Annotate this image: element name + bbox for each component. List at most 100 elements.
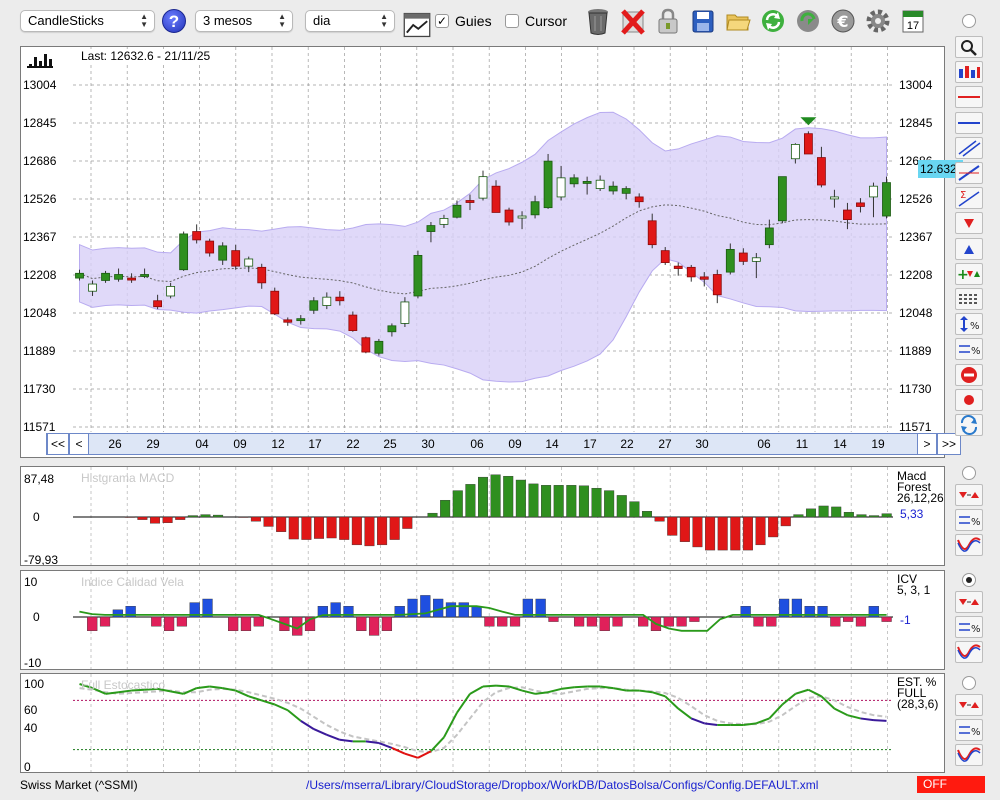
blue-arrow-up-button[interactable] (955, 237, 983, 260)
histogram-bar (137, 516, 148, 520)
stochastic-chart[interactable]: 100 60 40 0 (21, 674, 944, 772)
horizontal-blue-line-button[interactable] (955, 111, 983, 134)
guides-checkbox[interactable]: ✓ (435, 14, 449, 28)
histogram-bar (740, 606, 751, 618)
percent-scale-button[interactable]: % (955, 313, 983, 336)
add-indicator-button[interactable]: + (955, 262, 983, 285)
interval-select[interactable]: dia ▲ ▼ (305, 10, 395, 32)
date-tick-label: 26 (108, 437, 122, 451)
icv-percent-lines-button[interactable]: % (955, 616, 983, 638)
y-tick-label-left: 12208 (23, 268, 57, 282)
swap-button[interactable] (955, 414, 983, 436)
fibonacci-button[interactable]: Σ (955, 187, 983, 210)
stochastic-red-green-arrows-button[interactable] (955, 694, 983, 716)
histogram-bar (654, 516, 665, 522)
candle-body (192, 231, 202, 241)
date-navigation-bar[interactable]: << < 26 29 04 09 12 17 22 25 30 06 09 14 17 22 27 30 06 1… (46, 433, 961, 455)
trendline-button[interactable] (955, 162, 983, 184)
date-tick-label: 22 (346, 437, 360, 451)
record-icon (964, 394, 974, 405)
chart-type-select[interactable]: CandleSticks ▲ ▼ (20, 10, 155, 32)
icv-oscillator-wave-button[interactable] (955, 641, 983, 663)
candle-body (335, 296, 345, 302)
candle-color-button[interactable] (955, 61, 983, 84)
macd-panel[interactable]: 87,48 0 -79,93 Histgrama MACD Macd Forest … (20, 466, 945, 566)
histogram-bar (515, 479, 526, 518)
config-path[interactable]: /Users/mserra/Library/CloudStorage/Dropb… (306, 778, 819, 792)
horizontal-red-line-button[interactable] (955, 86, 983, 109)
macd-percent-lines-button[interactable]: % (955, 509, 983, 531)
nav-prev-button[interactable]: < (69, 434, 89, 454)
grid-lines-button[interactable] (955, 288, 983, 310)
logo-bar (49, 59, 52, 67)
percent-lines-icon: % (959, 623, 981, 635)
macd-histogram[interactable]: 87,48 0 -79,93 (21, 467, 944, 565)
cursor-checkbox[interactable] (505, 14, 519, 28)
trendline-icon (958, 165, 980, 181)
histogram-bar (780, 516, 791, 527)
stochastic-main-segment (79, 683, 93, 690)
open-folder-icon[interactable] (724, 6, 752, 36)
red-arrow-down-button[interactable] (955, 212, 983, 235)
chevron-up-down-icon: ▲ ▼ (278, 12, 286, 29)
histogram-bar (497, 616, 508, 627)
stochastic-main-segment (131, 688, 145, 692)
histogram-bar (753, 616, 764, 627)
peak-marker (800, 117, 817, 126)
candle (257, 263, 267, 289)
icv-chart[interactable]: 10 0 -10 (21, 571, 944, 669)
nav-first-button[interactable]: << (47, 434, 69, 454)
lock-icon[interactable] (654, 6, 682, 36)
stochastic-main-segment (365, 740, 379, 745)
stochastic-oscillator-wave-button[interactable] (955, 744, 983, 766)
stochastic-title: Full Estocastico (81, 678, 166, 692)
macd-panel-radio[interactable] (962, 466, 976, 480)
stop-button[interactable] (955, 363, 983, 386)
stochastic-main-segment (833, 707, 848, 717)
macd-red-green-arrows-button[interactable] (955, 484, 983, 506)
candle (777, 176, 787, 224)
icv-panel-radio[interactable] (962, 573, 976, 587)
percent-lines-icon: % (959, 516, 981, 528)
calendar-icon[interactable]: 17 (899, 6, 927, 36)
period-select[interactable]: 3 mesos ▲ ▼ (195, 10, 293, 32)
stochastic-panel[interactable]: 100 60 40 0 Full Estocastico EST. % FULL (2… (20, 673, 945, 773)
stochastic-percent-lines-button[interactable]: % (955, 719, 983, 741)
horizontal-blue-line-icon (958, 121, 980, 124)
save-icon[interactable] (689, 6, 717, 36)
gear-icon[interactable] (864, 6, 892, 36)
icv-red-green-arrows-button[interactable] (955, 591, 983, 613)
currency-icon[interactable]: € (829, 6, 857, 36)
main-chart-radio[interactable] (962, 14, 976, 28)
stochastic-main-segment (157, 687, 171, 693)
stochastic-main-segment (807, 688, 822, 698)
download-icon[interactable] (794, 6, 822, 36)
channel-button[interactable] (955, 136, 983, 159)
percent-lines-button[interactable]: % (955, 338, 983, 361)
histogram-bar (591, 487, 602, 518)
candle (582, 176, 592, 195)
y-tick-label: 10 (24, 575, 38, 589)
refresh-icon[interactable] (759, 6, 787, 36)
main-chart-panel[interactable]: 13004 13004 12845 12845 12686 12686 12526 12526… (20, 46, 963, 458)
stochastic-main-segment (326, 733, 341, 741)
record-button[interactable] (955, 388, 983, 411)
nav-last-button[interactable]: >> (937, 434, 961, 454)
nav-next-button[interactable]: > (917, 434, 937, 454)
stochastic-panel-radio[interactable] (962, 676, 976, 690)
y-tick-label-left: 12526 (23, 192, 57, 206)
stochastic-main-segment (196, 685, 210, 690)
grid-lines-icon (959, 294, 979, 304)
connection-status-badge[interactable]: OFF (917, 776, 985, 793)
y-tick-label: 60 (24, 703, 38, 717)
help-button[interactable]: ? (162, 9, 186, 33)
delete-icon[interactable] (619, 6, 647, 36)
trash-icon[interactable] (584, 6, 612, 36)
candle (817, 146, 826, 188)
zoom-button[interactable] (955, 36, 983, 58)
macd-oscillator-wave-button[interactable] (955, 534, 983, 556)
y-tick-label-left: 11571 (23, 420, 56, 434)
chart-settings-icon[interactable] (403, 10, 431, 38)
icv-panel[interactable]: 10 0 -10 Indice Calidad Vela ICV 5, 3, 1 -… (20, 570, 945, 670)
